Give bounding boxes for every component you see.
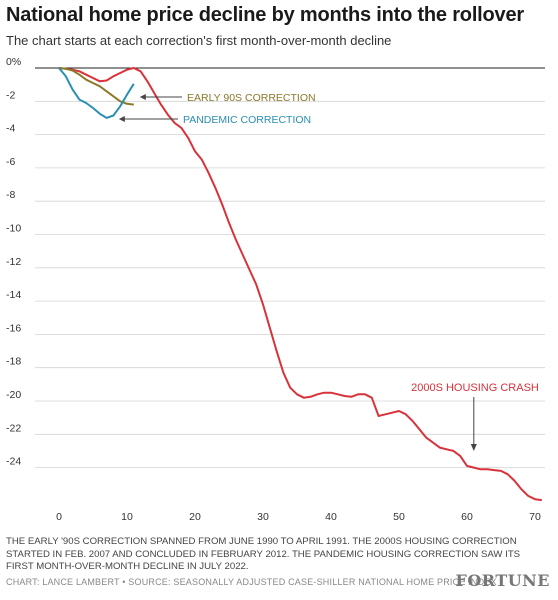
x-tick-label: 10 <box>121 511 133 523</box>
y-tick-label: 0% <box>6 56 21 68</box>
x-tick-label: 70 <box>529 511 541 523</box>
pandemic-correction-line <box>58 67 135 119</box>
chart-subtitle: The chart starts at each correction's fi… <box>6 33 392 48</box>
crash-annotation-label: 2000S HOUSING CRASH <box>411 382 539 394</box>
early-90s-correction-line <box>58 67 134 106</box>
y-tick-label: -20 <box>6 389 21 401</box>
y-tick-label: -10 <box>6 223 21 235</box>
x-tick-label: 60 <box>461 511 473 523</box>
chart-credit: Chart: Lance Lambert • Source: Seasonall… <box>6 577 497 587</box>
2000s-housing-crash-line <box>58 67 542 502</box>
y-tick-label: -24 <box>6 456 21 468</box>
pandemic-arrowhead <box>118 116 125 122</box>
crash-arrowhead <box>470 444 477 451</box>
y-tick-label: -6 <box>6 156 15 168</box>
chart-title: National home price decline by months in… <box>6 4 524 26</box>
y-tick-label: -8 <box>6 189 15 201</box>
y-tick-label: -4 <box>6 123 15 135</box>
x-tick-label: 50 <box>393 511 405 523</box>
early-90s-annotation-label: EARLY 90S CORRECTION <box>187 92 316 104</box>
y-tick-label: -14 <box>6 289 21 301</box>
line-chart: 0% -2 -4 -6 -8 -10 -12 -14 -16 -18 -20 -22 -24 0 10 20 3… <box>6 56 545 523</box>
early-90s-arrowhead <box>139 94 146 100</box>
y-tick-label: -16 <box>6 322 21 334</box>
x-tick-label: 20 <box>189 511 201 523</box>
fortune-logo: FORTUNE <box>455 571 550 590</box>
y-tick-label: -22 <box>6 422 21 434</box>
y-tick-label: -12 <box>6 256 21 268</box>
y-tick-label: -2 <box>6 89 15 101</box>
chart-footnote: The early '90s correction spanned from J… <box>6 536 521 572</box>
y-tick-label: -18 <box>6 356 21 368</box>
x-tick-label: 0 <box>56 511 62 523</box>
x-tick-label: 30 <box>257 511 269 523</box>
pandemic-annotation-label: PANDEMIC CORRECTION <box>183 114 311 126</box>
x-tick-label: 40 <box>325 511 337 523</box>
